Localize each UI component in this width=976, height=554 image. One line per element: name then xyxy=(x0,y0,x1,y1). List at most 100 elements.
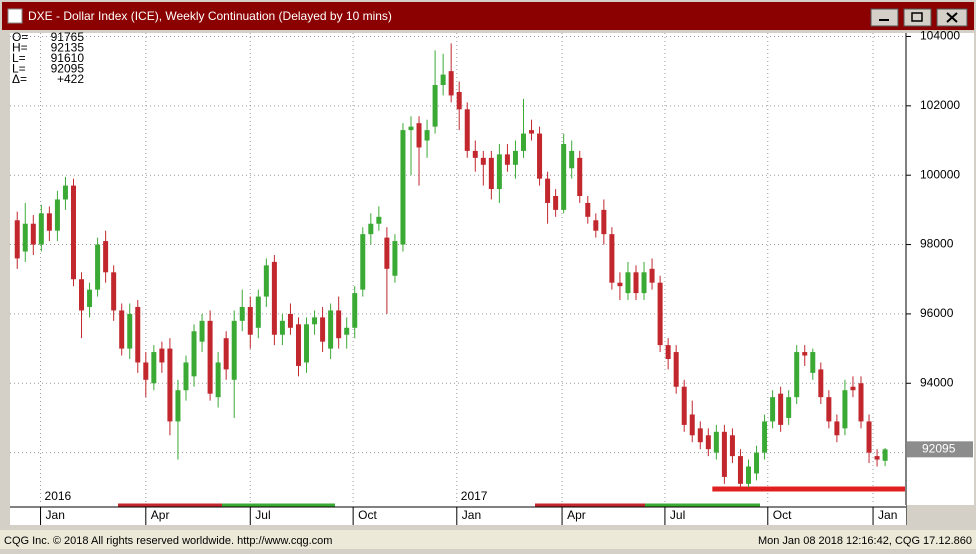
candle-body xyxy=(609,234,615,283)
candle-body xyxy=(721,431,727,477)
candle-body xyxy=(705,435,711,450)
minimize-button[interactable] xyxy=(870,8,899,27)
candle-body xyxy=(770,397,776,422)
restore-button[interactable] xyxy=(903,8,932,27)
candle-body xyxy=(223,338,229,370)
candle-body xyxy=(231,320,237,380)
candle-body xyxy=(850,386,856,391)
candle-body xyxy=(617,282,623,287)
readout-label: H= xyxy=(12,41,28,55)
x-tick-label: Oct xyxy=(358,508,377,522)
candle-body xyxy=(689,414,695,436)
candle-body xyxy=(135,306,141,363)
candle-body xyxy=(577,157,583,196)
candle-body xyxy=(127,313,133,349)
readout-label: L= xyxy=(12,62,26,76)
candle-body xyxy=(30,223,36,245)
window-icon xyxy=(7,8,23,24)
candle-body xyxy=(633,272,639,294)
candle-body xyxy=(842,390,848,429)
candle-body xyxy=(167,348,173,422)
candle-body xyxy=(866,421,872,453)
candle-body xyxy=(520,133,526,151)
candle-body xyxy=(271,261,277,335)
y-tick-label: 94000 xyxy=(920,375,954,389)
candle-body xyxy=(416,123,422,148)
candle-body xyxy=(191,331,197,377)
candle-body xyxy=(504,154,510,165)
candle-body xyxy=(376,216,382,224)
candle-body xyxy=(79,279,85,311)
readout-value: 92095 xyxy=(51,62,85,76)
candle-body xyxy=(512,150,518,165)
candle-body xyxy=(657,282,663,346)
candle-body xyxy=(553,195,559,210)
x-tick-label: Jan xyxy=(878,508,897,522)
price-axis-panel xyxy=(906,33,974,505)
candle-body xyxy=(54,199,60,231)
candle-body xyxy=(103,241,109,273)
last-price-tag xyxy=(907,441,973,458)
y-tick-label: 102000 xyxy=(920,98,960,112)
candle-body xyxy=(529,130,535,134)
status-bar xyxy=(0,530,976,549)
candle-body xyxy=(472,150,478,158)
y-tick-label: 100000 xyxy=(920,167,960,181)
candle-body xyxy=(834,421,840,436)
last-price-label: 92095 xyxy=(922,442,956,456)
candle-body xyxy=(424,130,430,141)
candle-body xyxy=(183,362,189,391)
candle-body xyxy=(593,220,599,231)
readout-value: 91765 xyxy=(51,30,85,44)
candle-body xyxy=(745,466,751,484)
candle-body xyxy=(545,178,551,203)
candle-body xyxy=(62,185,68,200)
year-label: 2016 xyxy=(45,489,72,503)
readout-value: +422 xyxy=(57,72,84,86)
candle-body xyxy=(464,109,470,151)
candle-body xyxy=(151,352,157,384)
candle-body xyxy=(46,213,52,231)
readout-label: O= xyxy=(12,30,28,44)
candle-body xyxy=(368,223,374,235)
candle-body xyxy=(681,386,687,425)
candle-body xyxy=(794,352,800,398)
candle-body xyxy=(729,435,735,457)
x-tick-label: Oct xyxy=(773,508,792,522)
candle-body xyxy=(207,320,213,394)
title-bar xyxy=(2,2,974,30)
x-tick-label: Jan xyxy=(462,508,481,522)
x-tick-label: Jul xyxy=(255,508,270,522)
candle-body xyxy=(480,157,486,165)
candle-body xyxy=(432,85,438,127)
candle-body xyxy=(247,306,253,335)
candle-body xyxy=(641,272,647,294)
close-icon xyxy=(946,12,958,23)
y-tick-label: 104000 xyxy=(920,29,960,43)
candle-body xyxy=(537,133,543,179)
candle-body xyxy=(440,74,446,86)
candle-body xyxy=(858,383,864,422)
readout-value: 91610 xyxy=(51,51,85,65)
candle-body xyxy=(287,313,293,328)
y-tick-label: 98000 xyxy=(920,237,954,251)
candle-body xyxy=(826,397,832,422)
candle-body xyxy=(448,71,454,96)
candle-body xyxy=(143,362,149,380)
candle-body xyxy=(14,220,20,259)
candle-body xyxy=(496,154,502,190)
candle-body xyxy=(713,431,719,453)
candle-body xyxy=(561,143,567,210)
candle-body xyxy=(87,289,93,307)
x-tick-label: Apr xyxy=(567,508,586,522)
candle-body xyxy=(697,428,703,443)
candle-body xyxy=(762,421,768,453)
x-tick-label: Jan xyxy=(46,508,65,522)
candle-body xyxy=(175,390,181,422)
candle-body xyxy=(569,150,575,169)
candle-body xyxy=(70,185,76,280)
candle-body xyxy=(408,126,414,131)
candle-body xyxy=(22,223,28,252)
footer-right: Mon Jan 08 2018 12:16:42, CQG 17.12.860 xyxy=(758,535,972,547)
